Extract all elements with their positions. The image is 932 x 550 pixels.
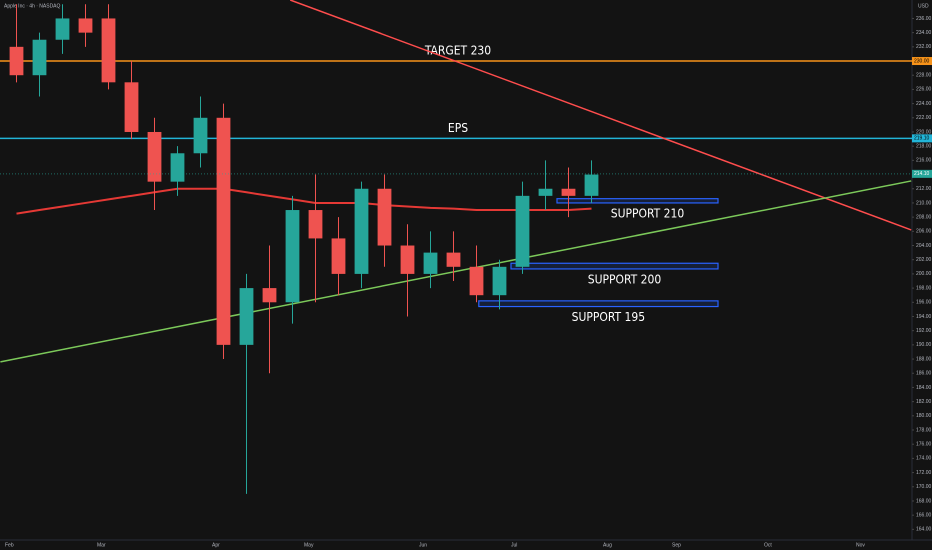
candle-body [308,210,323,239]
candle-body [55,18,70,40]
y-tick-label: 184.00 [916,385,932,391]
price-tag [912,57,932,66]
y-tick-label: 228.00 [916,73,932,79]
price-tag [912,134,932,143]
candle-body [32,39,47,76]
candle-body [423,252,438,274]
y-tick-label: 226.00 [916,87,932,93]
x-tick-label: Jul [511,542,517,548]
candle-body [584,174,599,196]
y-tick-label: 202.00 [916,257,932,263]
y-tick-label: 180.00 [916,413,932,419]
y-tick-label: 188.00 [916,356,932,362]
candle-body [515,195,530,267]
y-tick-label: 196.00 [916,300,932,306]
support-label: SUPPORT 210 [611,206,685,220]
y-tick-label: 216.00 [916,158,932,164]
y-tick-label: 182.00 [916,399,932,405]
candle-body [469,266,484,296]
y-tick-label: 224.00 [916,101,932,107]
y-tick-label: 168.00 [916,498,932,504]
y-tick-label: 172.00 [916,470,932,476]
support-zone [556,198,719,204]
y-tick-label: 222.00 [916,115,932,121]
level-label: EPS [448,121,468,135]
symbol-title: Apple Inc · 4h · NASDAQ [4,3,61,9]
y-tick-label: 186.00 [916,371,932,377]
trend-line [289,0,912,231]
support-zone [478,300,719,308]
y-tick-label: 220.00 [916,129,932,135]
y-tick-label: 194.00 [916,314,932,320]
currency: USD [918,3,929,9]
y-tick-label: 210.00 [916,200,932,206]
y-tick-label: 232.00 [916,44,932,50]
support-label: SUPPORT 195 [572,310,646,324]
candle-body [492,266,507,296]
y-tick-label: 208.00 [916,214,932,220]
moving-average [16,187,592,215]
candle-body [216,117,231,345]
candle-body [446,252,461,267]
level-label: TARGET 230 [424,44,491,58]
y-tick-label: 166.00 [916,512,932,518]
y-tick-label: 236.00 [916,16,932,22]
y-tick-label: 178.00 [916,427,932,433]
y-tick-label: 206.00 [916,229,932,235]
candle-body [101,18,116,83]
y-tick-label: 170.00 [916,484,932,490]
candle-body [170,153,185,182]
x-tick-label: Sep [672,542,681,548]
candle-body [331,238,346,274]
y-tick-label: 176.00 [916,442,932,448]
trend-line [0,180,912,363]
x-tick-label: Feb [5,542,14,548]
x-tick-label: Nov [856,542,865,548]
candle-body [285,210,300,303]
candle-body [147,131,162,182]
x-tick-label: May [304,542,314,548]
support-label: SUPPORT 200 [588,272,662,286]
candle-body [78,18,93,33]
y-tick-label: 212.00 [916,186,932,192]
candle-body [538,188,553,196]
candle-body [561,188,576,196]
x-tick-label: Apr [212,542,220,548]
x-tick-label: Aug [603,542,612,548]
price-tag-label: 230.00 [914,58,930,64]
support-zone [510,262,719,270]
candle-body [193,117,208,154]
price-tag-label: 219.10 [914,136,930,142]
y-tick-label: 190.00 [916,342,932,348]
y-tick-label: 164.00 [916,527,932,533]
candle-body [262,288,277,303]
y-tick-label: 218.00 [916,144,932,150]
y-tick-label: 234.00 [916,30,932,36]
last-price-tag [912,169,932,178]
last-price-label: 214.10 [914,171,930,177]
x-tick-label: Mar [97,542,106,548]
y-tick-label: 174.00 [916,456,932,462]
candle-body [124,82,139,132]
x-tick-label: Oct [764,542,772,548]
y-tick-label: 198.00 [916,285,932,291]
y-tick-label: 200.00 [916,271,932,277]
candle-body [377,188,392,246]
candle-body [354,188,369,274]
candle-body [400,245,415,274]
candle-body [239,288,254,345]
candle-body [9,46,24,76]
x-tick-label: Jun [419,542,427,548]
y-tick-label: 192.00 [916,328,932,334]
y-tick-label: 204.00 [916,243,932,249]
